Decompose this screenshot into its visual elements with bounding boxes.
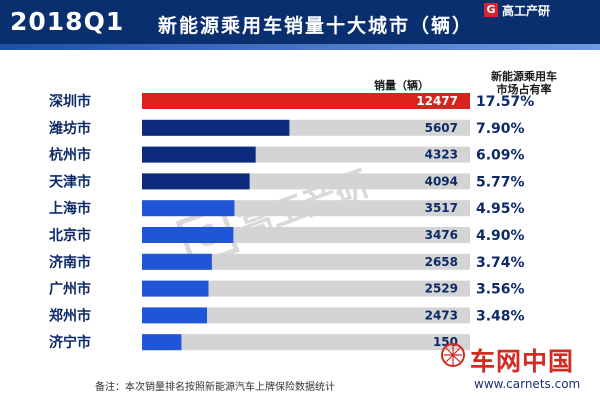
value-label: 4323 [425, 148, 458, 162]
logo-url: www.carnets.com [474, 377, 581, 391]
share-label: 7.90% [476, 121, 525, 137]
period-label: 2018Q1 [10, 7, 125, 36]
chart-title: 新能源乘用车销量十大城市（辆） [158, 15, 474, 37]
bar-track [142, 307, 470, 324]
share-column-header-line2: 市场占有率 [496, 83, 552, 96]
header-accent-strip [0, 44, 600, 50]
share-label: 17.57% [476, 94, 534, 110]
brand-name: 高工产研 [502, 3, 551, 18]
logo-text: 车网中国 [470, 347, 575, 376]
brand-logo-icon: G [484, 3, 498, 17]
share-column-header-line1: 新能源乘用车 [491, 70, 557, 83]
share-column-header: 新能源乘用车 市场占有率 [462, 70, 586, 96]
site-logo: 车网中国 www.carnets.com [440, 336, 598, 400]
share-label: 3.56% [476, 282, 525, 298]
category-label: 上海市 [49, 200, 91, 217]
bar [142, 307, 208, 324]
bar [142, 93, 470, 109]
category-label: 济南市 [49, 254, 91, 271]
category-label: 潍坊市 [49, 120, 91, 137]
category-label: 广州市 [49, 281, 91, 298]
share-label: 6.09% [476, 148, 525, 164]
value-label: 2473 [425, 308, 458, 322]
bar-track [142, 334, 470, 351]
category-label: 杭州市 [49, 147, 91, 164]
bar-track [142, 280, 470, 297]
category-label: 深圳市 [49, 93, 91, 110]
footnote: 备注：本次销量排名按照新能源汽车上牌保险数据统计 [95, 382, 335, 393]
value-label: 12477 [416, 94, 458, 108]
value-label: 3517 [425, 201, 458, 215]
value-label: 3476 [425, 228, 458, 242]
share-label: 3.48% [476, 308, 525, 324]
category-label: 郑州市 [49, 307, 91, 324]
value-label: 5607 [425, 121, 458, 135]
share-label: 5.77% [476, 174, 525, 190]
value-label: 150 [433, 335, 458, 349]
value-label: 2529 [425, 282, 458, 296]
car-net-icon [441, 343, 465, 367]
bar [142, 334, 182, 351]
bar [142, 280, 209, 297]
category-label: 济宁市 [49, 334, 91, 351]
value-label: 4094 [425, 174, 458, 188]
header-bar: 2018Q1 新能源乘用车销量十大城市（辆） G 高工产研 [0, 0, 600, 44]
share-label: 4.95% [476, 201, 525, 217]
brand: G 高工产研 [484, 2, 550, 18]
volume-column-header: 销量（辆） [374, 79, 429, 92]
bar [142, 173, 250, 190]
bar [142, 253, 212, 270]
bar [142, 119, 290, 136]
value-label: 2658 [425, 255, 458, 269]
share-label: 4.90% [476, 228, 525, 244]
bar [142, 200, 235, 217]
share-label: 3.74% [476, 255, 525, 271]
bar [142, 227, 234, 243]
category-label: 天津市 [49, 173, 91, 190]
bar-track [142, 253, 470, 270]
bar [142, 146, 256, 163]
category-label: 北京市 [49, 227, 91, 244]
